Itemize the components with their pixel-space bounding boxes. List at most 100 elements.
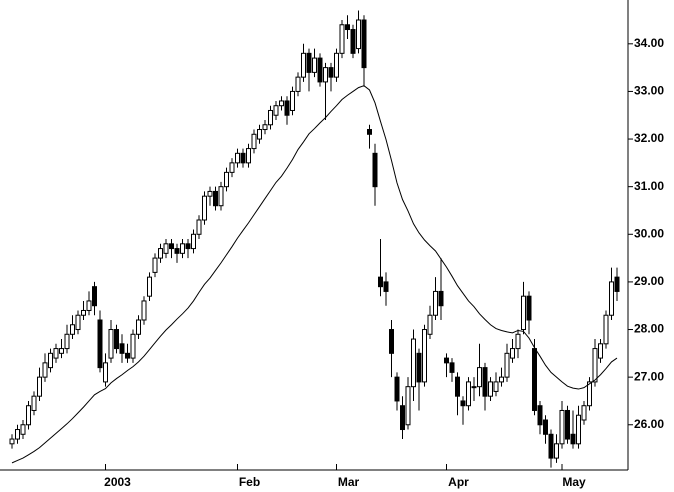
candle-body — [543, 419, 548, 435]
candle-body — [86, 300, 92, 311]
candle-body — [70, 324, 75, 335]
candle-body — [59, 348, 64, 354]
candle-body — [75, 314, 81, 331]
candle-body — [603, 314, 609, 345]
candle-body — [499, 376, 504, 383]
candle-body — [345, 24, 350, 31]
candle-body — [218, 186, 224, 207]
candle-body — [400, 405, 405, 431]
candle-body — [411, 338, 416, 388]
candle-body — [433, 290, 438, 316]
candle-body — [26, 405, 31, 426]
candle-body — [306, 52, 312, 73]
candle-body — [64, 333, 70, 350]
y-tick-label: 31.00 — [634, 179, 664, 193]
x-tick-label: Apr — [448, 475, 469, 489]
candle-body — [97, 319, 103, 369]
candle-body — [103, 362, 108, 383]
candle-body — [9, 438, 15, 445]
candle-body — [361, 19, 367, 69]
candle-body — [196, 219, 202, 235]
candle-body — [515, 333, 521, 350]
candle-body — [565, 409, 570, 440]
candle-body — [53, 348, 59, 359]
candle-body — [92, 286, 97, 307]
candle-body — [559, 409, 565, 445]
y-tick-label: 30.00 — [634, 226, 664, 240]
candle-body — [405, 386, 411, 426]
candle-body — [180, 243, 185, 254]
candle-body — [339, 24, 345, 54]
candle-body — [416, 352, 422, 383]
y-tick-label: 26.00 — [634, 417, 664, 431]
candle-body — [378, 276, 383, 288]
candle-body — [262, 124, 268, 131]
candle-body — [482, 367, 488, 397]
candle-body — [389, 329, 394, 354]
candle-body — [191, 233, 196, 250]
candle-body — [510, 348, 515, 359]
candle-body — [240, 152, 246, 164]
candle-body — [48, 352, 53, 369]
candle-body — [614, 276, 620, 292]
candle-body — [367, 129, 372, 135]
y-tick-label: 33.00 — [634, 84, 664, 98]
candle-body — [301, 52, 306, 78]
candle-body — [372, 152, 378, 188]
candle-body — [350, 29, 356, 54]
candle-body — [383, 281, 389, 292]
candle-body — [136, 319, 141, 335]
candle-body — [158, 248, 163, 259]
y-tick-label: 27.00 — [634, 369, 664, 383]
candle-body — [581, 405, 587, 421]
candle-body — [246, 148, 251, 164]
candle-body — [20, 424, 26, 435]
candle-body — [493, 381, 499, 392]
candle-body — [257, 129, 262, 140]
candle-body — [224, 171, 229, 188]
candle-body — [488, 381, 493, 397]
candle-body — [317, 57, 323, 83]
candle-body — [455, 376, 460, 397]
candle-body — [438, 290, 444, 307]
candle-body — [609, 281, 614, 316]
candle-body — [394, 376, 400, 402]
y-tick-label: 28.00 — [634, 322, 664, 336]
candle-body — [356, 19, 361, 50]
candle-body — [31, 395, 37, 411]
candle-body — [81, 309, 86, 316]
candle-body — [526, 295, 532, 321]
candle-body — [213, 190, 218, 207]
candle-body — [147, 276, 152, 297]
candle-body — [251, 133, 257, 150]
candle-body — [532, 348, 537, 411]
x-tick-label: 2003 — [104, 475, 131, 489]
x-tick-label: May — [562, 475, 586, 489]
candle-body — [207, 190, 213, 197]
candle-body — [202, 195, 207, 221]
candle-body — [427, 314, 433, 335]
candle-body — [163, 243, 169, 254]
candle-body — [460, 400, 466, 407]
candle-body — [334, 52, 339, 78]
candle-body — [521, 295, 526, 331]
candle-body — [284, 100, 290, 116]
candle-body — [15, 429, 20, 440]
candle-body — [152, 257, 158, 273]
candle-body — [312, 57, 317, 73]
candle-body — [323, 67, 328, 83]
candle-body — [548, 433, 554, 459]
candle-body — [185, 243, 191, 250]
candle-body — [114, 329, 119, 350]
x-tick-label: Feb — [239, 475, 260, 489]
candle-body — [125, 352, 130, 359]
candle-body — [471, 386, 477, 389]
y-tick-label: 34.00 — [634, 36, 664, 50]
candle-body — [108, 329, 114, 359]
candle-body — [130, 333, 136, 359]
candle-body — [598, 343, 603, 359]
candle-body — [570, 433, 576, 445]
candle-body — [576, 414, 581, 445]
candle-body — [504, 352, 510, 378]
